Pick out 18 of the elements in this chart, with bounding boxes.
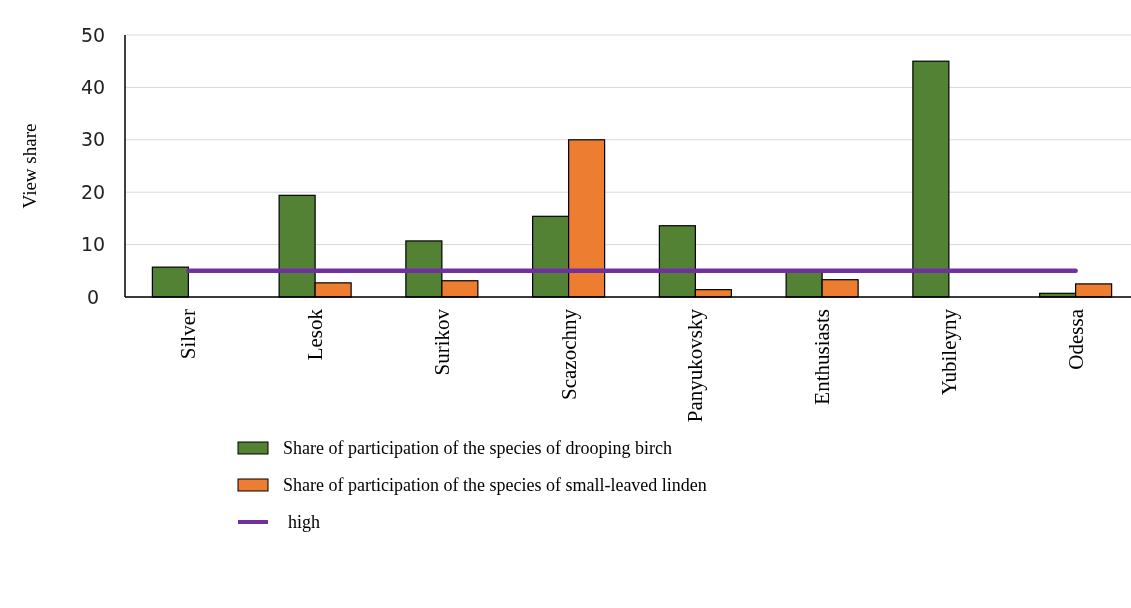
x-tick-label: Odessa [1063,308,1088,370]
y-tick-label: 0 [86,285,100,308]
y-axis-title: View share [19,123,40,209]
y-tick-label: 10 [80,233,106,256]
legend-label: high [288,512,321,533]
x-tick-label: Enthusiasts [810,309,835,405]
x-tick-label: Lesok [303,308,328,361]
y-tick-label: 30 [80,128,106,151]
legend-label: Share of participation of the species of small-leaved linden [283,475,707,496]
x-tick-label: Panyukovsky [683,308,708,423]
x-tick-label: Surikov [429,308,454,376]
x-tick-label: Scazochny [556,308,581,400]
y-tick-label: 50 [80,23,106,46]
legend-label: Share of participation of the species of drooping birch [283,438,672,459]
y-tick-label: 20 [80,180,106,203]
x-tick-label: Silver [176,309,201,360]
x-tick-label: Yubileyny [936,308,961,396]
y-tick-label: 40 [80,76,106,99]
